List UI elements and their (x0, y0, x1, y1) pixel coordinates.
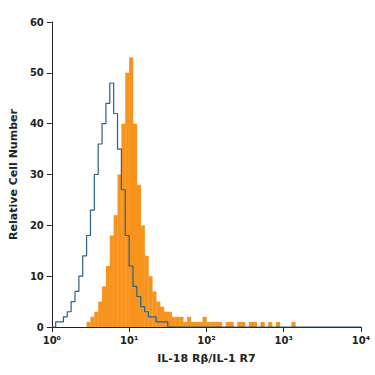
svg-text:50: 50 (30, 67, 44, 78)
svg-text:Relative Cell Number: Relative Cell Number (7, 109, 20, 240)
svg-text:10: 10 (30, 271, 44, 282)
svg-text:0: 0 (37, 322, 44, 333)
svg-text:60: 60 (30, 17, 44, 28)
svg-text:10²: 10² (197, 335, 215, 346)
svg-text:10⁴: 10⁴ (352, 335, 370, 346)
svg-text:IL-18 Rβ/IL-1 R7: IL-18 Rβ/IL-1 R7 (157, 352, 255, 365)
svg-text:10⁰: 10⁰ (43, 335, 61, 346)
svg-text:10¹: 10¹ (120, 335, 138, 346)
svg-text:40: 40 (30, 118, 44, 129)
svg-text:30: 30 (30, 169, 44, 180)
svg-text:10³: 10³ (275, 335, 293, 346)
svg-text:20: 20 (30, 220, 44, 231)
